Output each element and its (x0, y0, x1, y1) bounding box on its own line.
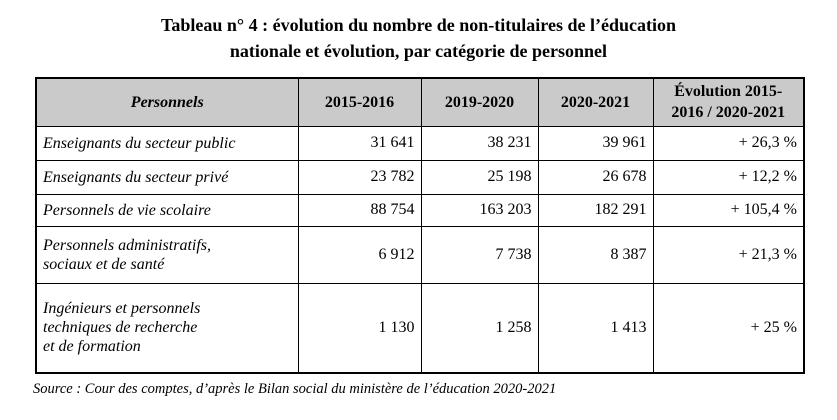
value-2015-2016: 88 754 (297, 193, 422, 227)
table-header-row: Personnels 2015-2016 2019-2020 2020-2021… (35, 77, 805, 127)
col-header-2015-2016: 2015-2016 (297, 77, 422, 127)
value-evolution: + 26,3 % (652, 125, 805, 161)
row-label: Enseignants du secteur privé (35, 159, 299, 195)
value-evolution: + 25 % (652, 282, 805, 374)
table-row-ingenieurs-techniques: Ingénieurs et personnels techniques de r… (35, 282, 805, 374)
col-header-2020-2021: 2020-2021 (537, 77, 654, 127)
value-2020-2021: 39 961 (537, 125, 654, 161)
value-evolution: + 12,2 % (652, 159, 805, 195)
col-header-personnels: Personnels (35, 77, 299, 127)
value-2015-2016: 6 912 (297, 225, 422, 284)
table-title: Tableau n° 4 : évolution du nombre de no… (161, 15, 676, 61)
row-label: Personnels de vie scolaire (35, 193, 299, 227)
row-label: Personnels administratifs, sociaux et de… (35, 225, 299, 284)
table-row-administratifs-sociaux-sante: Personnels administratifs, sociaux et de… (35, 225, 805, 284)
value-evolution: + 21,3 % (652, 225, 805, 284)
value-evolution: + 105,4 % (652, 193, 805, 227)
row-label: Enseignants du secteur public (35, 125, 299, 161)
row-label: Ingénieurs et personnels techniques de r… (35, 282, 299, 374)
value-2020-2021: 1 413 (537, 282, 654, 374)
value-2019-2020: 1 258 (420, 282, 539, 374)
value-2015-2016: 23 782 (297, 159, 422, 195)
value-2019-2020: 7 738 (420, 225, 539, 284)
value-2020-2021: 26 678 (537, 159, 654, 195)
value-2019-2020: 25 198 (420, 159, 539, 195)
col-header-2019-2020: 2019-2020 (420, 77, 539, 127)
table-row-enseignants-prive: Enseignants du secteur privé 23 782 25 1… (35, 159, 805, 195)
value-2015-2016: 1 130 (297, 282, 422, 374)
value-2019-2020: 38 231 (420, 125, 539, 161)
personnel-evolution-table: Personnels 2015-2016 2019-2020 2020-2021… (35, 77, 805, 374)
source-note: Source : Cour des comptes, d’après le Bi… (33, 381, 557, 397)
table-row-vie-scolaire: Personnels de vie scolaire 88 754 163 20… (35, 193, 805, 227)
col-header-evolution: Évolution 2015-2016 / 2020-2021 (652, 77, 805, 127)
value-2015-2016: 31 641 (297, 125, 422, 161)
value-2020-2021: 182 291 (537, 193, 654, 227)
table-row-enseignants-public: Enseignants du secteur public 31 641 38 … (35, 125, 805, 161)
document-page: Tableau n° 4 : évolution du nombre de no… (0, 12, 837, 398)
value-2019-2020: 163 203 (420, 193, 539, 227)
value-2020-2021: 8 387 (537, 225, 654, 284)
